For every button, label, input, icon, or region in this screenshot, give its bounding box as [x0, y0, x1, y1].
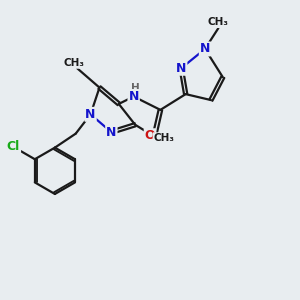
Text: N: N	[85, 108, 96, 121]
Text: CH₃: CH₃	[208, 17, 229, 27]
Text: CH₃: CH₃	[154, 133, 175, 143]
Text: N: N	[106, 126, 116, 139]
Text: N: N	[128, 90, 139, 103]
Text: CH₃: CH₃	[64, 58, 85, 68]
Text: H: H	[131, 83, 140, 93]
Text: N: N	[200, 42, 210, 56]
Text: Cl: Cl	[7, 140, 20, 153]
Text: O: O	[145, 129, 155, 142]
Text: N: N	[176, 62, 186, 75]
